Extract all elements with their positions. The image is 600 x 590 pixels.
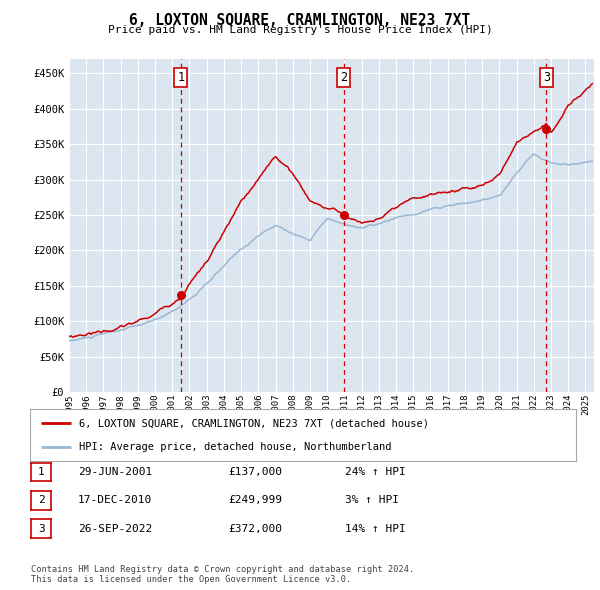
Text: Contains HM Land Registry data © Crown copyright and database right 2024.
This d: Contains HM Land Registry data © Crown c…	[31, 565, 415, 584]
Text: £372,000: £372,000	[228, 524, 282, 533]
Text: 24% ↑ HPI: 24% ↑ HPI	[345, 467, 406, 477]
Text: 3: 3	[543, 71, 550, 84]
Text: 2: 2	[38, 496, 44, 505]
Text: £249,999: £249,999	[228, 496, 282, 505]
Text: 3: 3	[38, 524, 44, 533]
Text: 14% ↑ HPI: 14% ↑ HPI	[345, 524, 406, 533]
Text: 29-JUN-2001: 29-JUN-2001	[78, 467, 152, 477]
Text: 26-SEP-2022: 26-SEP-2022	[78, 524, 152, 533]
Text: 17-DEC-2010: 17-DEC-2010	[78, 496, 152, 505]
Text: 6, LOXTON SQUARE, CRAMLINGTON, NE23 7XT: 6, LOXTON SQUARE, CRAMLINGTON, NE23 7XT	[130, 13, 470, 28]
Text: 6, LOXTON SQUARE, CRAMLINGTON, NE23 7XT (detached house): 6, LOXTON SQUARE, CRAMLINGTON, NE23 7XT …	[79, 418, 429, 428]
Text: £137,000: £137,000	[228, 467, 282, 477]
Text: Price paid vs. HM Land Registry's House Price Index (HPI): Price paid vs. HM Land Registry's House …	[107, 25, 493, 35]
Text: 1: 1	[38, 467, 44, 477]
Text: HPI: Average price, detached house, Northumberland: HPI: Average price, detached house, Nort…	[79, 442, 392, 453]
Text: 2: 2	[340, 71, 347, 84]
Text: 1: 1	[177, 71, 184, 84]
Text: 3% ↑ HPI: 3% ↑ HPI	[345, 496, 399, 505]
